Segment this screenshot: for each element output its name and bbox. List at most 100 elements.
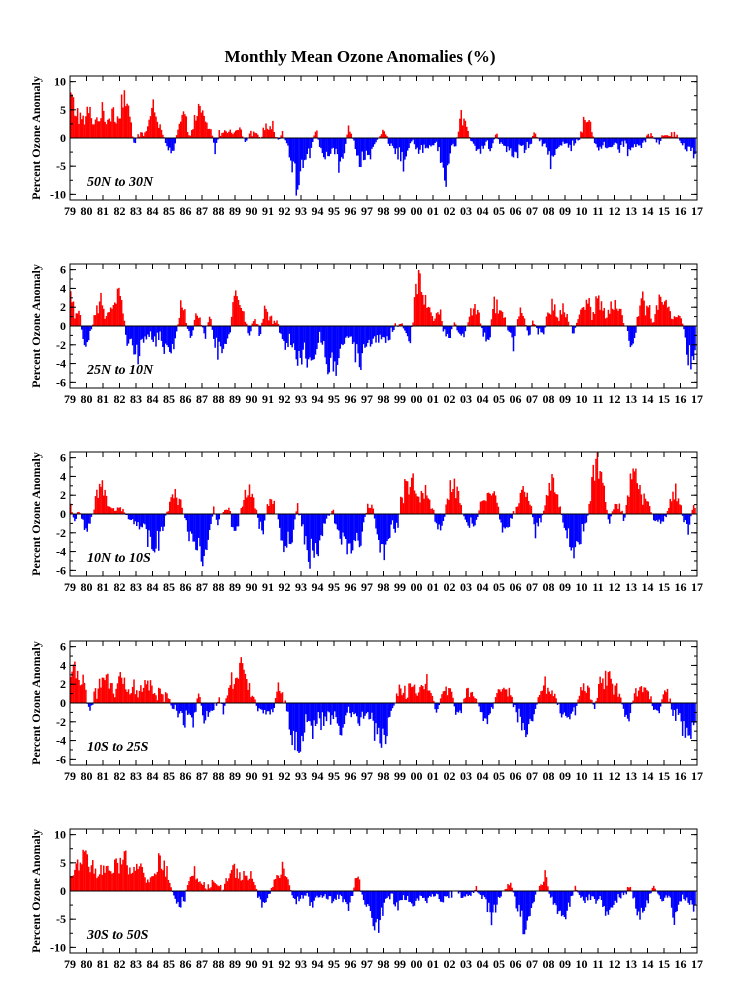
anomaly-bar xyxy=(252,497,255,514)
x-tick-label: 86 xyxy=(180,769,192,783)
anomaly-bar xyxy=(276,691,278,703)
anomaly-bar xyxy=(580,687,582,703)
anomaly-bar xyxy=(639,305,641,326)
anomaly-bar xyxy=(632,468,634,514)
anomaly-bar xyxy=(655,138,658,143)
anomaly-bar xyxy=(178,498,181,514)
x-tick-label: 87 xyxy=(196,392,208,406)
anomaly-bar xyxy=(312,703,314,739)
anomaly-bar xyxy=(166,693,168,703)
anomaly-bar xyxy=(650,512,652,514)
anomaly-bar xyxy=(470,308,472,326)
anomaly-bar xyxy=(596,452,599,514)
anomaly-bar xyxy=(547,687,549,703)
anomaly-bar xyxy=(272,703,274,713)
anomaly-bar xyxy=(431,508,434,514)
anomaly-bar xyxy=(90,865,93,891)
anomaly-bar xyxy=(225,878,227,891)
anomaly-bar xyxy=(327,891,329,900)
anomaly-bar xyxy=(130,693,133,703)
anomaly-bar xyxy=(279,514,281,528)
anomaly-bar xyxy=(391,326,394,332)
anomaly-bar xyxy=(428,499,431,514)
anomaly-bar xyxy=(225,509,227,514)
anomaly-bar xyxy=(401,138,403,152)
anomaly-bar xyxy=(98,121,101,138)
anomaly-bar xyxy=(122,859,124,891)
anomaly-bar xyxy=(321,514,324,537)
anomaly-bar xyxy=(83,851,86,891)
anomaly-bar xyxy=(494,495,497,514)
anomaly-bar xyxy=(540,326,542,333)
anomaly-bar xyxy=(217,138,219,140)
anomaly-bar xyxy=(317,891,320,898)
anomaly-bar xyxy=(111,308,113,326)
x-tick-label: 84 xyxy=(147,769,159,783)
anomaly-bar xyxy=(417,891,420,901)
anomaly-bar xyxy=(215,884,218,891)
anomaly-bar xyxy=(673,499,676,514)
anomaly-bar xyxy=(625,138,628,144)
anomaly-bar xyxy=(508,326,511,332)
anomaly-bar xyxy=(272,323,274,326)
anomaly-bar xyxy=(628,138,630,150)
anomaly-bar xyxy=(565,514,567,531)
anomaly-bar xyxy=(149,877,152,891)
anomaly-bar xyxy=(507,514,509,528)
anomaly-bar xyxy=(255,888,258,891)
anomaly-bar xyxy=(629,886,632,891)
anomaly-bar xyxy=(464,891,467,897)
anomaly-bar xyxy=(317,514,320,557)
anomaly-bar xyxy=(420,292,423,326)
anomaly-bar xyxy=(170,703,172,706)
anomaly-bar xyxy=(136,514,138,527)
anomaly-bar xyxy=(424,138,427,149)
anomaly-bar xyxy=(324,703,326,717)
anomaly-bar xyxy=(581,690,584,703)
anomaly-bar xyxy=(541,326,544,333)
anomaly-bar xyxy=(675,483,677,514)
anomaly-bar xyxy=(545,316,548,326)
anomaly-bar xyxy=(265,703,267,715)
anomaly-bar xyxy=(82,849,84,891)
x-tick-label: 09 xyxy=(559,204,571,218)
anomaly-bar xyxy=(74,514,76,522)
anomaly-bar xyxy=(468,891,471,895)
anomaly-bar xyxy=(257,703,259,712)
anomaly-bar xyxy=(490,495,493,514)
anomaly-bar xyxy=(331,703,333,716)
anomaly-bar xyxy=(632,138,634,148)
anomaly-bar xyxy=(404,138,406,160)
anomaly-bar xyxy=(327,703,329,712)
anomaly-bar xyxy=(404,326,406,331)
anomaly-bar xyxy=(180,499,182,514)
anomaly-bar xyxy=(479,501,482,514)
anomaly-bar xyxy=(598,138,600,151)
anomaly-bar xyxy=(338,138,340,173)
anomaly-bar xyxy=(459,891,461,893)
x-tick-label: 14 xyxy=(642,392,654,406)
anomaly-bar xyxy=(302,326,304,350)
anomaly-bar xyxy=(115,510,117,514)
anomaly-bar xyxy=(76,512,79,514)
anomaly-bar xyxy=(661,699,663,703)
anomaly-bar xyxy=(332,891,335,902)
anomaly-bar xyxy=(336,138,339,155)
anomaly-bar xyxy=(318,891,321,898)
anomaly-bar xyxy=(668,306,670,326)
anomaly-bar xyxy=(672,491,674,514)
anomaly-bar xyxy=(87,113,90,138)
anomaly-bar xyxy=(437,703,439,710)
anomaly-bar xyxy=(382,703,384,729)
anomaly-bar xyxy=(446,138,449,166)
anomaly-bar xyxy=(290,514,292,545)
anomaly-bar xyxy=(417,692,420,703)
anomaly-bar xyxy=(415,693,417,703)
anomaly-bar xyxy=(244,321,247,326)
anomaly-bar xyxy=(496,299,498,326)
anomaly-bar xyxy=(336,326,339,365)
anomaly-bar xyxy=(662,694,665,703)
anomaly-bar xyxy=(193,114,196,138)
anomaly-bar xyxy=(92,703,94,705)
anomaly-bar xyxy=(544,870,546,891)
